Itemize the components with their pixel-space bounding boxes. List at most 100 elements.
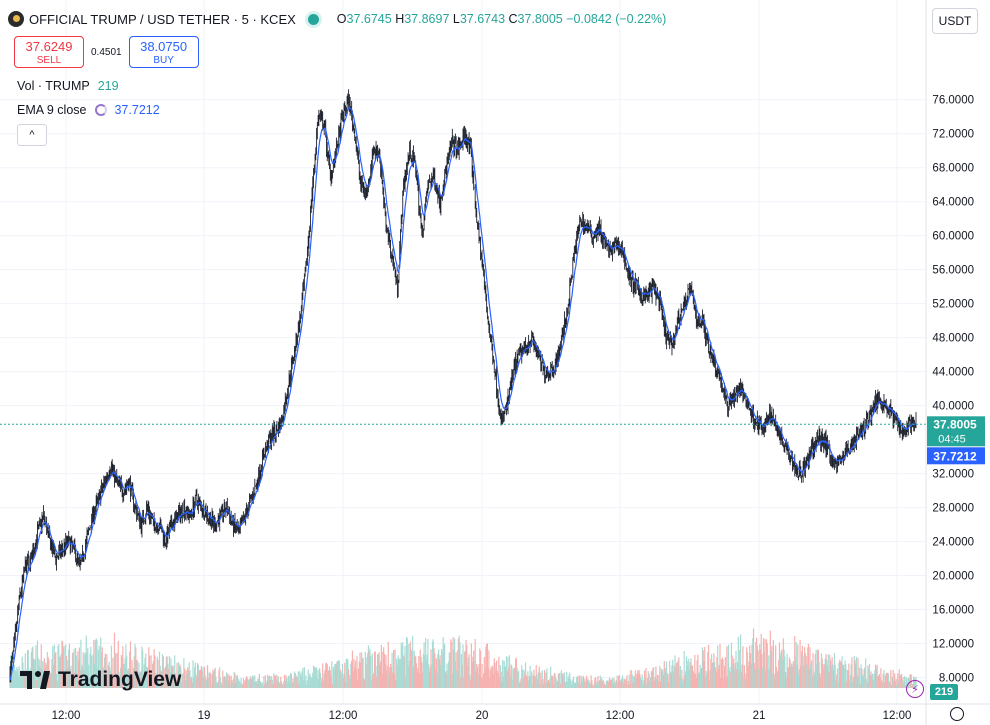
volume-bar	[215, 676, 217, 688]
volume-bar	[542, 678, 544, 688]
volume-bar	[78, 647, 80, 688]
volume-bar	[722, 659, 724, 688]
volume-bar	[531, 671, 533, 688]
volume-bar	[149, 674, 151, 688]
volume-bar	[325, 663, 327, 688]
volume-bar	[239, 682, 241, 688]
volume-bar	[112, 657, 114, 688]
volume-bar	[462, 644, 464, 688]
volume-bar	[508, 655, 511, 688]
volume-bar	[489, 670, 492, 688]
currency-selector[interactable]: USDT	[932, 8, 978, 34]
volume-bar	[740, 672, 742, 688]
volume-bar	[305, 675, 307, 688]
volume-bar	[703, 660, 705, 688]
volume-bar	[229, 685, 231, 688]
volume-bar	[691, 665, 693, 688]
volume-bar	[811, 676, 813, 688]
symbol-title[interactable]: OFFICIAL TRUMP / USD TETHER · 5 · KCEX	[29, 11, 296, 27]
volume-bar	[276, 674, 278, 688]
volume-bar	[348, 678, 350, 688]
volume-bar	[555, 678, 557, 688]
volume-bar	[506, 671, 508, 688]
lightning-icon[interactable]: ⚡	[906, 680, 924, 698]
volume-bar	[653, 680, 656, 688]
volume-bar	[51, 659, 53, 688]
volume-bar	[858, 667, 861, 688]
volume-bar	[524, 662, 527, 688]
volume-bar	[25, 674, 27, 688]
volume-bar	[322, 680, 325, 688]
price-tick-label: 76.0000	[932, 95, 974, 107]
price-series	[9, 89, 917, 683]
volume-bar	[690, 658, 692, 688]
market-status-icon[interactable]	[307, 13, 319, 25]
volume-bar	[178, 665, 180, 688]
volume-bar	[432, 639, 434, 688]
volume-indicator-legend[interactable]: Vol · TRUMP 219	[17, 79, 119, 93]
volume-bar	[264, 675, 267, 688]
volume-bar	[100, 637, 102, 688]
volume-bar	[345, 658, 347, 688]
volume-bar	[56, 681, 58, 688]
volume-bar	[258, 673, 260, 688]
volume-bar	[862, 674, 864, 688]
volume-bar	[343, 673, 345, 688]
ema-indicator-legend[interactable]: EMA 9 close 37.7212	[17, 103, 160, 117]
volume-bar	[390, 666, 392, 688]
volume-bar	[746, 647, 748, 688]
volume-bar	[487, 668, 489, 688]
volume-bar	[547, 681, 549, 688]
volume-bar	[360, 652, 363, 688]
volume-bar	[389, 667, 391, 688]
volume-bar	[639, 673, 641, 688]
volume-bar	[813, 674, 816, 688]
volume-bar	[677, 660, 679, 688]
volume-bar	[594, 678, 596, 688]
volume-bar	[512, 668, 514, 688]
volume-bar	[821, 658, 823, 688]
volume-bar	[378, 652, 380, 688]
volume-bar	[171, 665, 173, 688]
volume-bar	[423, 642, 425, 688]
volume-bar	[348, 669, 350, 688]
volume-bar	[473, 660, 476, 688]
volume-bar	[552, 675, 554, 688]
volume-bar	[588, 682, 591, 688]
sell-button[interactable]: 37.6249 SELL	[14, 36, 84, 68]
volume-bar	[676, 662, 678, 688]
volume-bar	[65, 655, 68, 688]
volume-bar	[177, 662, 180, 688]
volume-bar	[425, 638, 427, 688]
volume-bar	[132, 667, 135, 688]
volume-bar	[753, 662, 755, 688]
buy-button[interactable]: 38.0750 BUY	[128, 36, 199, 68]
volume-bar	[558, 673, 560, 688]
volume-bar	[881, 682, 884, 688]
volume-bar	[872, 680, 874, 688]
volume-bar	[769, 630, 771, 688]
volume-bar	[682, 681, 684, 688]
volume-bar	[904, 684, 906, 688]
volume-bar	[649, 681, 651, 688]
volume-bar	[725, 677, 727, 688]
settings-icon[interactable]	[950, 707, 964, 721]
volume-bar	[367, 653, 369, 688]
volume-bar	[355, 669, 357, 688]
volume-bar	[331, 661, 333, 688]
time-tick-label: 21	[753, 710, 766, 722]
volume-bar	[612, 683, 614, 688]
volume-bar	[699, 664, 701, 688]
volume-bar	[516, 667, 518, 688]
volume-bar	[474, 639, 476, 688]
volume-bar	[553, 683, 555, 688]
volume-bar	[741, 664, 743, 688]
volume-bar	[513, 668, 515, 688]
collapse-legend-button[interactable]: ^	[17, 124, 47, 146]
volume-bar	[435, 658, 437, 688]
volume-bar	[611, 679, 613, 688]
volume-bar	[868, 668, 870, 688]
volume-bar	[589, 684, 591, 688]
volume-bar	[731, 655, 733, 688]
